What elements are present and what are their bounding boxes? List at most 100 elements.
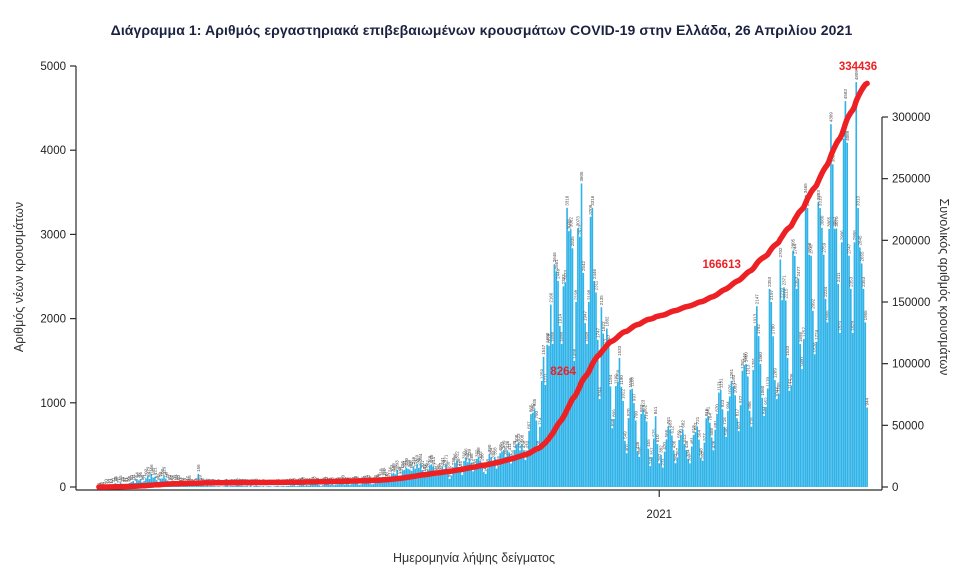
daily-cases-bar	[746, 376, 749, 487]
daily-cases-bar	[365, 482, 368, 487]
bar-value-label: 1533	[617, 345, 622, 356]
bar-value-label: 286	[469, 453, 474, 461]
daily-cases-bar	[568, 231, 570, 487]
daily-cases-bar	[828, 228, 830, 487]
bar-value-label: 1156	[628, 377, 633, 387]
bar-value-label: 58	[373, 475, 378, 481]
daily-cases-bar	[338, 484, 341, 487]
daily-cases-bar	[663, 451, 666, 487]
bar-value-label: 37	[122, 476, 127, 482]
bar-value-label: 110	[378, 468, 383, 476]
daily-cases-bar	[643, 414, 646, 487]
daily-cases-bar	[739, 405, 742, 487]
daily-cases-bar	[544, 385, 547, 487]
daily-cases-bar	[707, 416, 709, 487]
daily-cases-bar	[714, 429, 717, 487]
daily-cases-bar	[230, 485, 232, 487]
daily-cases-bar	[549, 304, 552, 487]
daily-cases-bar	[459, 470, 462, 487]
bar-value-label: 1391	[751, 357, 756, 368]
bar-value-label: 21	[107, 478, 112, 484]
bar-value-label: 997	[632, 393, 637, 401]
bar-value-label: 1076	[727, 384, 732, 395]
bar-value-label: 48	[133, 475, 138, 481]
bar-value-label: 566	[664, 429, 669, 437]
bar-value-label: 56	[174, 475, 179, 481]
daily-cases-bar	[750, 426, 753, 487]
daily-cases-bar	[571, 248, 574, 487]
bar-value-label: 312	[454, 451, 459, 459]
bar-value-label: 60	[129, 474, 134, 480]
daily-cases-bar	[461, 475, 464, 487]
bar-value-label: 61	[156, 474, 161, 480]
bar-value-label: 426	[635, 441, 640, 449]
bar-value-label: 60	[176, 474, 181, 480]
daily-cases-bar	[226, 485, 229, 487]
daily-cases-bar	[683, 443, 686, 487]
bar-value-label: 3070	[834, 216, 839, 227]
bar-value-label: 4089	[845, 130, 850, 141]
daily-cases-bar	[479, 460, 482, 487]
daily-cases-bar	[578, 236, 581, 487]
bar-value-label: 862	[642, 404, 647, 412]
daily-cases-bar	[609, 386, 612, 487]
daily-cases-bar	[528, 430, 530, 487]
bar-value-label: 59	[198, 475, 203, 481]
daily-cases-bar	[862, 288, 865, 487]
cumulative-annotation: 334436	[839, 61, 877, 73]
daily-cases-bar	[239, 485, 241, 487]
daily-cases-bar	[779, 259, 782, 487]
daily-cases-bar	[642, 409, 644, 487]
daily-cases-bar	[692, 434, 695, 487]
bar-value-label: 455	[646, 439, 651, 447]
daily-cases-bar	[808, 254, 811, 487]
daily-cases-bar	[636, 451, 639, 487]
daily-cases-bar	[806, 208, 809, 488]
cumulative-annotation: 8264	[550, 366, 576, 378]
bar-value-label: 358	[637, 447, 642, 455]
daily-cases-bar	[674, 463, 677, 487]
bar-value-label: 1142	[787, 379, 792, 389]
bar-value-label: 904	[726, 401, 731, 409]
bar-value-label: 156	[196, 464, 201, 472]
bar-value-label: 135	[398, 466, 403, 474]
bar-value-label: 779	[644, 411, 649, 419]
bar-value-label: 33	[178, 477, 183, 483]
daily-cases-bar	[781, 300, 783, 487]
bar-value-label: 2805	[791, 238, 796, 249]
bar-value-label: 721	[666, 416, 671, 424]
daily-cases-bar	[602, 333, 605, 487]
bar-value-label: 1955	[863, 310, 868, 321]
bar-value-label: 42	[324, 476, 329, 482]
bar-value-label: 47	[185, 476, 190, 482]
bar-value-label: 52	[171, 475, 176, 481]
daily-cases-bar	[309, 484, 312, 487]
bar-value-label: 35	[125, 477, 130, 483]
bar-value-label: 71	[142, 474, 147, 480]
daily-cases-bar	[698, 439, 700, 487]
daily-cases-bar	[824, 298, 827, 487]
daily-cases-bar	[801, 369, 803, 487]
bar-value-label: 226	[456, 458, 461, 466]
bar-value-label: 45	[113, 476, 118, 482]
bar-value-label: 286	[453, 453, 458, 461]
bar-value-label: 2759	[807, 242, 812, 253]
daily-cases-bar	[289, 485, 292, 487]
bar-value-label: 435	[518, 440, 523, 448]
daily-cases-bar	[703, 442, 706, 487]
bar-value-label: 177	[438, 462, 443, 470]
bar-value-label: 230	[404, 458, 409, 466]
bar-value-label: 1829	[850, 320, 855, 331]
daily-cases-bar	[266, 486, 268, 487]
daily-cases-bar	[492, 460, 494, 487]
bar-value-label: 1250	[615, 369, 620, 380]
daily-cases-bar	[631, 388, 633, 487]
daily-cases-bar	[546, 344, 548, 487]
bar-value-label: 1914	[557, 313, 562, 324]
daily-cases-bar	[273, 486, 276, 487]
daily-cases-bar	[526, 450, 529, 487]
daily-cases-bar	[497, 465, 500, 487]
bar-value-label: 3465	[803, 183, 808, 194]
daily-cases-bar	[784, 300, 787, 487]
bar-value-label: 882	[530, 403, 535, 411]
